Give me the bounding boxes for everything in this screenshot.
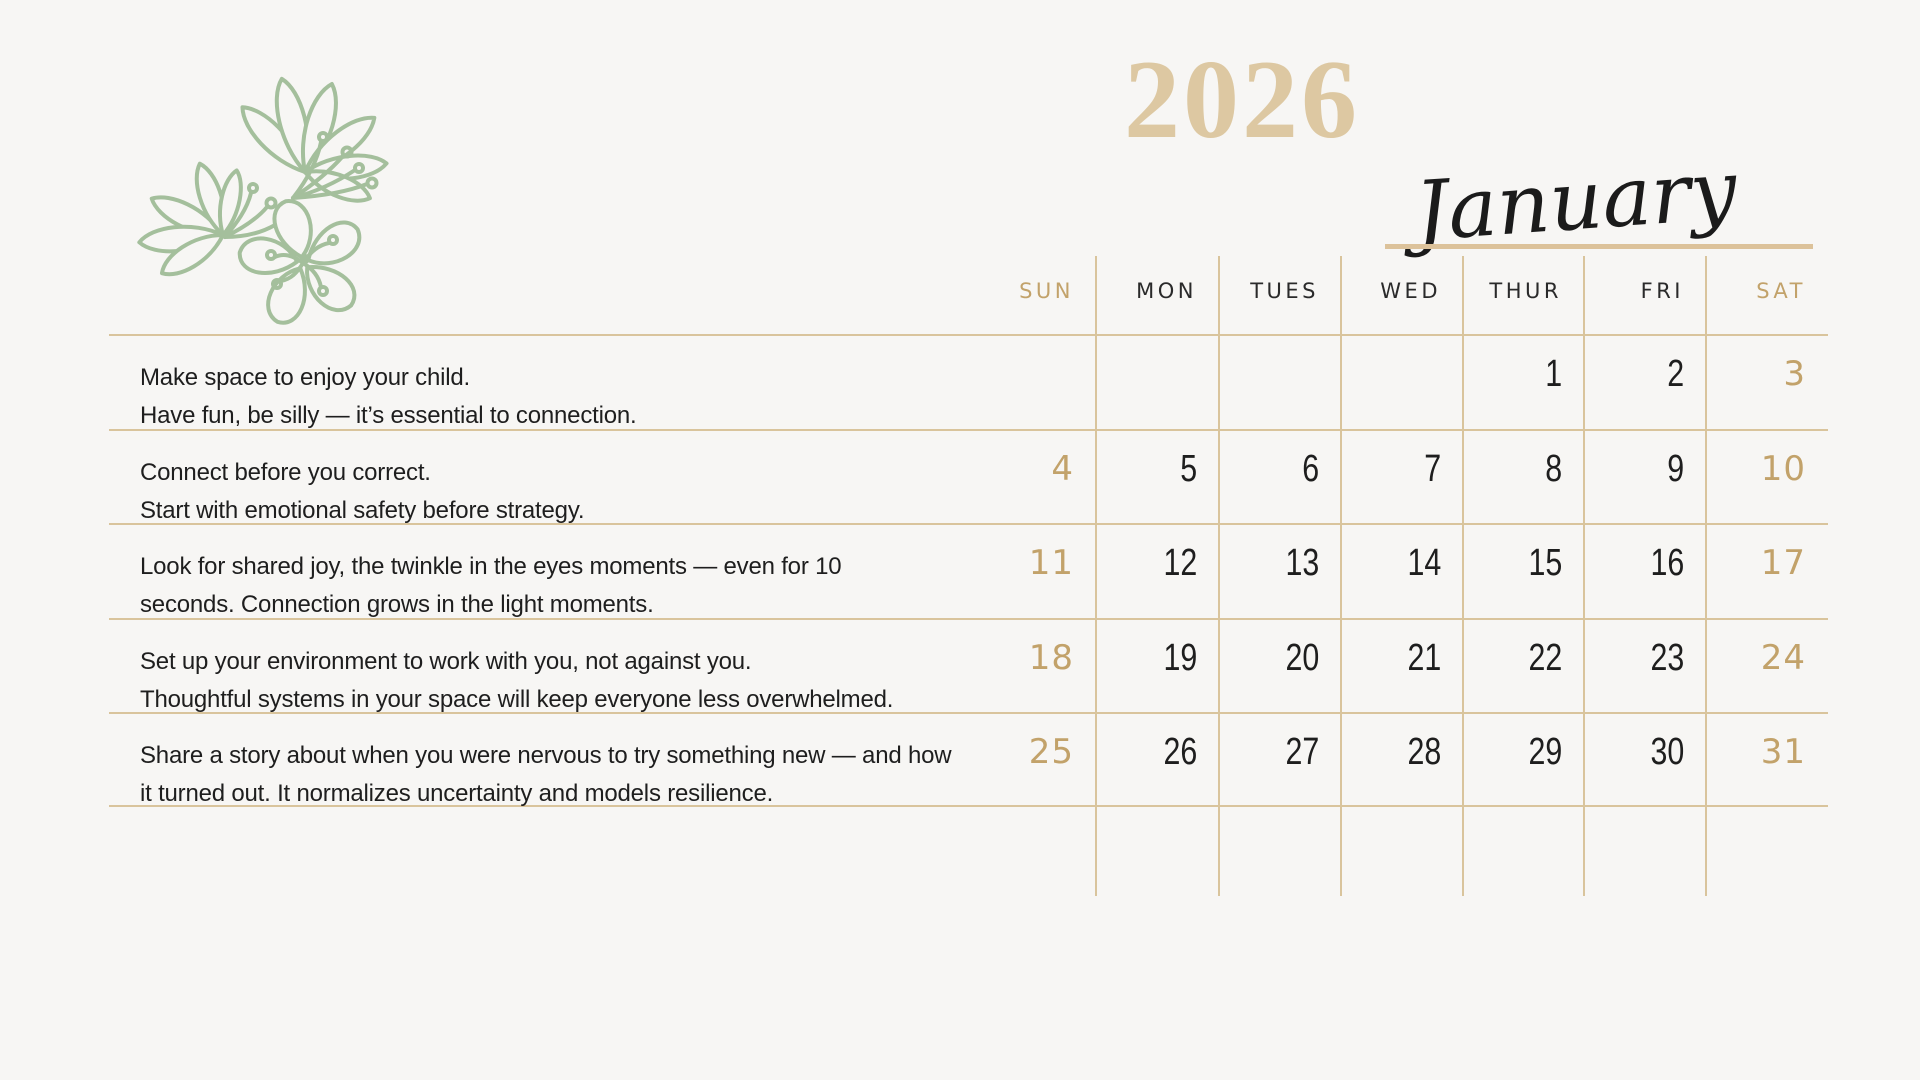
day-header-wed: WED [1380,279,1441,303]
date-cell: 4 [1051,449,1074,489]
tip-line: Look for shared joy, the twinkle in the … [140,553,842,580]
grid-hline [109,618,1828,620]
date-cell: 19 [1163,637,1197,679]
date-cell: 11 [1028,543,1074,583]
date-cell: 26 [1163,731,1197,773]
tip-line: Start with emotional safety before strat… [140,497,585,524]
day-header-fri: FRI [1640,279,1684,303]
date-cell: 23 [1650,637,1684,679]
date-cell: 12 [1163,542,1197,584]
date-cell: 31 [1760,732,1806,772]
date-cell: 28 [1407,731,1441,773]
day-header-thur: THUR [1489,279,1562,303]
grid-vline [1583,256,1585,896]
weekly-tip: Look for shared joy, the twinkle in the … [140,548,1080,624]
tip-line: Make space to enjoy your child. [140,364,470,391]
date-cell: 3 [1783,354,1806,394]
weekly-tip: Make space to enjoy your child. Have fun… [140,359,1080,435]
date-cell: 24 [1760,638,1806,678]
tip-line: Connect before you correct. [140,459,431,486]
grid-hline [109,429,1828,431]
tip-line: seconds. Connection grows in the light m… [140,591,654,618]
day-header-sun: SUN [1019,279,1074,303]
tip-line: Have fun, be silly — it’s essential to c… [140,402,637,429]
date-cell: 16 [1650,542,1684,584]
grid-hline [109,805,1828,807]
flower-illustration [137,76,389,325]
grid-vline [1462,256,1464,896]
date-cell: 20 [1285,637,1319,679]
date-cell: 25 [1028,732,1074,772]
date-cell: 6 [1302,448,1319,490]
date-cell: 10 [1760,449,1806,489]
date-cell: 22 [1528,637,1562,679]
date-cell: 14 [1407,542,1441,584]
day-header-sat: SAT [1756,279,1806,303]
grid-vline [1705,256,1707,896]
tip-line: Set up your environment to work with you… [140,648,752,675]
date-cell: 13 [1285,542,1319,584]
weekly-tip: Connect before you correct. Start with e… [140,454,1080,530]
grid-hline [109,334,1828,336]
date-cell: 17 [1760,543,1806,583]
date-cell: 1 [1545,353,1562,395]
year-title: 2026 [1124,38,1360,162]
month-underline [1385,244,1813,249]
weekly-tip: Set up your environment to work with you… [140,643,1080,719]
date-cell: 18 [1028,638,1074,678]
tip-line: Share a story about when you were nervou… [140,742,952,769]
date-cell: 8 [1545,448,1562,490]
date-cell: 27 [1285,731,1319,773]
day-header-mon: MON [1136,279,1197,303]
tip-line: it turned out. It normalizes uncertainty… [140,780,774,807]
date-cell: 21 [1407,637,1441,679]
date-cell: 5 [1180,448,1197,490]
grid-hline [109,712,1828,714]
grid-hline [109,523,1828,525]
weekly-tip: Share a story about when you were nervou… [140,737,1080,813]
date-cell: 9 [1667,448,1684,490]
grid-vline [1095,256,1097,896]
tip-line: Thoughtful systems in your space will ke… [140,686,894,713]
grid-vline [1340,256,1342,896]
date-cell: 30 [1650,731,1684,773]
day-header-tues: TUES [1250,279,1319,303]
date-cell: 15 [1528,542,1562,584]
date-cell: 29 [1528,731,1562,773]
date-cell: 7 [1424,448,1441,490]
grid-vline [1218,256,1220,896]
date-cell: 2 [1667,353,1684,395]
